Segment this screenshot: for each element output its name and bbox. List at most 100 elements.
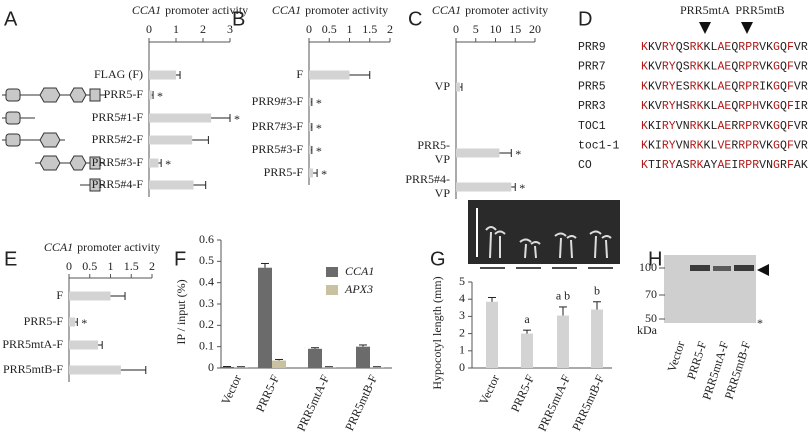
bar (309, 122, 312, 132)
x-tick-label: 5 (473, 22, 479, 36)
bar (309, 97, 312, 107)
significance-marker: * (321, 167, 327, 181)
axis-title-text: promoter activity (305, 3, 388, 17)
mutation-arrows (699, 22, 753, 34)
x-tick-label: PRR5-F (253, 372, 282, 414)
error-bar (311, 347, 319, 349)
x-tick-label: 1 (173, 22, 179, 36)
category-label: PRR5#3-F (92, 155, 144, 169)
y-tick-label: 4 (459, 291, 465, 305)
category-label: PRR5#2-F (92, 132, 144, 146)
category-label: PRR9#3-F (252, 94, 304, 108)
axis-title: CCA1 promoter activity (132, 3, 248, 17)
x-tick-label: 2 (149, 259, 155, 273)
legend-swatch (326, 267, 338, 277)
x-tick-label: PRR5mtB-F (342, 372, 380, 433)
error-bar (158, 159, 162, 167)
error-bar (559, 306, 567, 316)
error-bar (98, 341, 103, 349)
panel-label: D (578, 8, 592, 30)
panel-label: G (430, 248, 446, 270)
sequence: KKIRYVNRKKLAERRPRVKGQFVR (641, 120, 808, 133)
bar (456, 148, 500, 158)
sequence: KTIRYASRKAYAEIRPRVNGRFAK (641, 159, 808, 172)
error-bar (499, 149, 512, 157)
legend-swatch (326, 285, 338, 295)
sequence-name: TOC1 (578, 120, 606, 133)
axis-title-gene: CCA1 (44, 240, 73, 254)
error-bar (488, 296, 496, 302)
error-bar (523, 329, 531, 334)
mw-marker: 50 (645, 311, 657, 325)
error-bar (311, 98, 313, 106)
error-bar (593, 301, 601, 310)
bar (69, 291, 111, 301)
y-tick-label: 0.4 (199, 274, 214, 288)
x-tick-label: 0 (66, 259, 72, 273)
sequence-name: PRR9 (578, 41, 606, 54)
legend-label: CCA1 (345, 264, 374, 278)
bar (149, 180, 194, 190)
y-tick-label: 0 (459, 360, 465, 374)
bar (456, 82, 460, 92)
category-label: PRR5-F (24, 314, 64, 328)
axis-title-gene: CCA1 (272, 3, 301, 17)
bar (308, 348, 322, 368)
bar (309, 168, 314, 178)
x-tick-label: PRR5mtB-F (569, 372, 607, 433)
error-bar (151, 91, 154, 99)
axis-title-gene: CCA1 (132, 3, 161, 17)
x-tick-label: 1 (108, 259, 114, 273)
seedling-photo (468, 200, 620, 269)
bar (322, 366, 336, 368)
axis-title: CCA1 promoter activity (432, 3, 548, 17)
sequence-name: PRR3 (578, 100, 606, 113)
x-tick-label: 15 (509, 22, 521, 36)
bar (69, 317, 76, 327)
mw-unit: kDa (637, 323, 658, 337)
bar (258, 267, 272, 368)
bar (220, 366, 234, 368)
bar (521, 333, 533, 368)
axis-title: CCA1 promoter activity (272, 3, 388, 17)
panel-label: A (4, 8, 18, 30)
y-tick-label: 3 (459, 308, 465, 322)
x-tick-label: 0 (453, 22, 459, 36)
error-bar (275, 358, 283, 361)
bar (69, 340, 99, 350)
panel-label: B (232, 8, 245, 30)
significance-marker: * (316, 96, 322, 110)
category-label: FLAG (F) (94, 67, 143, 81)
bar (309, 70, 350, 80)
category-label: F (56, 288, 63, 302)
category-label: PRR5-VP (417, 138, 450, 166)
bar (149, 135, 193, 145)
category-label: F (296, 67, 303, 81)
significance-marker: * (81, 316, 87, 330)
bar (370, 366, 384, 368)
x-tick-label: 1.5 (124, 259, 139, 273)
error-bar (311, 123, 313, 131)
axis-title: CCA1 promoter activity (44, 240, 160, 254)
axis-title-text: promoter activity (465, 3, 548, 17)
bar (149, 158, 159, 168)
bar (356, 346, 370, 368)
category-label: PRR5#4-VP (405, 172, 450, 200)
error-bar (313, 169, 318, 177)
error-bar (511, 183, 516, 191)
error-bar (359, 344, 367, 347)
y-tick-label: 0.3 (199, 296, 214, 310)
lane-label: Vector (664, 339, 687, 373)
sequence: KKVRYQSRKKLAEQRPRVKGQFVR (641, 41, 808, 54)
mw-marker: 100 (639, 260, 657, 274)
sequence-name: PRR5 (578, 80, 606, 93)
x-tick-label: 20 (529, 22, 541, 36)
x-tick-label: 3 (227, 22, 233, 36)
group-label: a b (556, 289, 570, 303)
sequence: KKVRYQSRKKLAEQRPRVKGQFVR (641, 61, 808, 74)
mutation-label: PRR5mtA (680, 3, 730, 17)
error-bar (192, 136, 209, 144)
bar (456, 182, 512, 192)
significance-marker: * (157, 89, 163, 103)
